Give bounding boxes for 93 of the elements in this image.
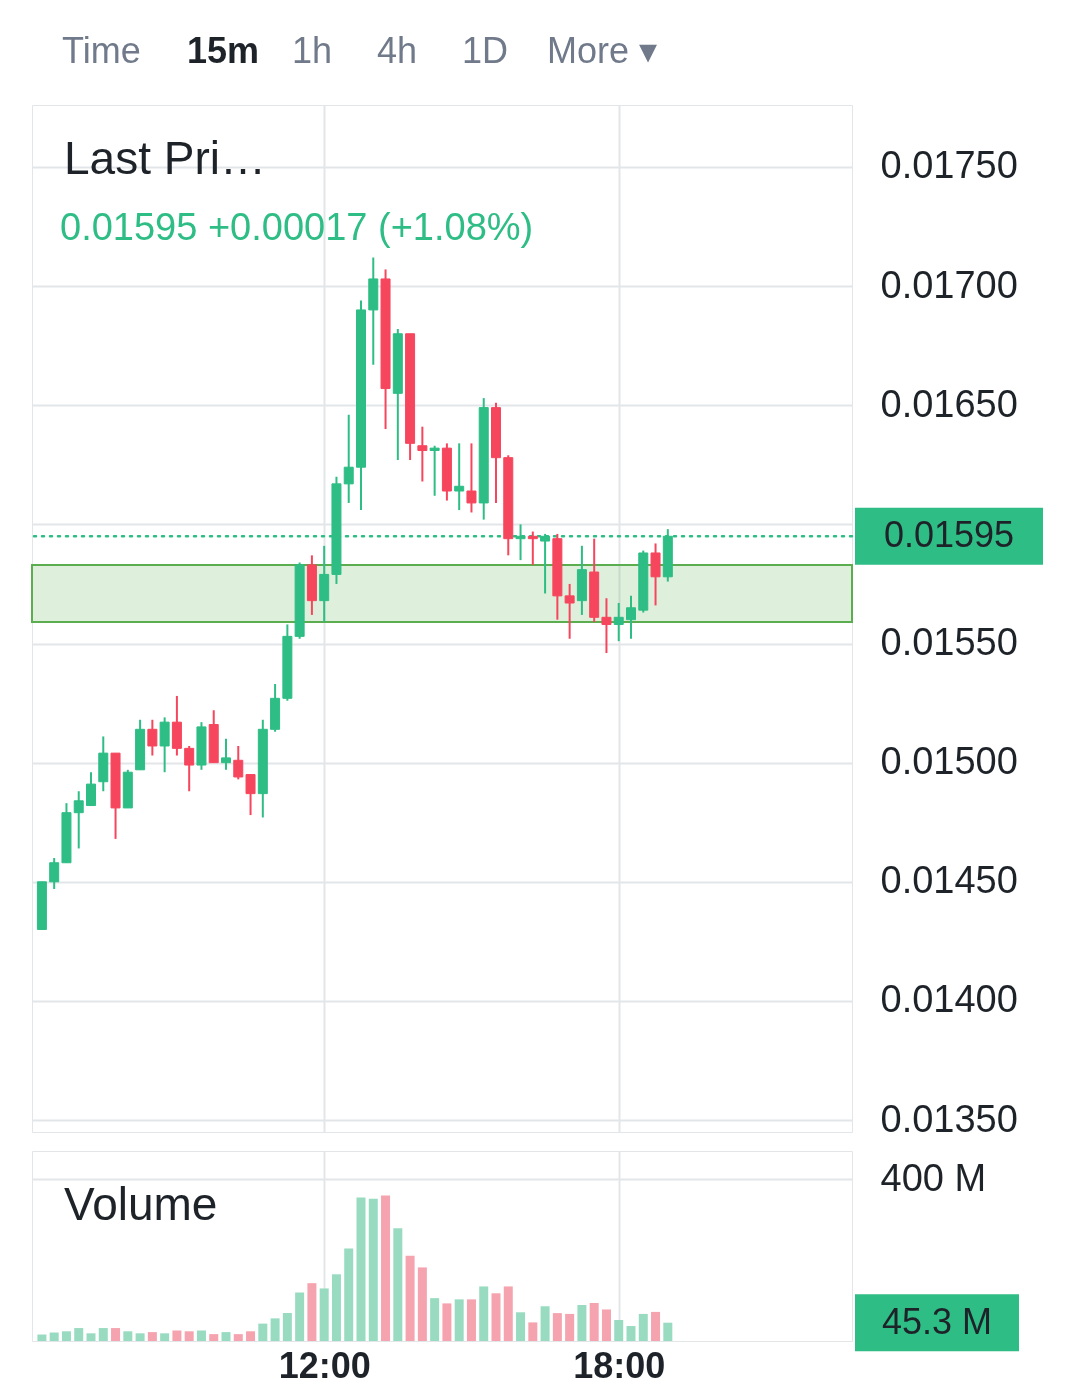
bar: [61, 1331, 71, 1341]
x-tick-label: 18:00: [573, 1344, 666, 1386]
bar: [417, 1267, 427, 1341]
bar: [344, 1248, 354, 1341]
text: More ▾: [547, 30, 658, 71]
bar: [368, 1198, 378, 1341]
bar: [589, 1303, 599, 1341]
y-tick-label: 0.01350: [880, 1097, 1018, 1140]
bar: [381, 1195, 391, 1341]
bar: [37, 1334, 47, 1341]
y-tick-label: 400 M: [880, 1156, 987, 1199]
candlestick: [147, 718, 158, 757]
bar: [491, 1293, 501, 1341]
bar: [160, 1333, 170, 1341]
bar: [86, 1333, 96, 1341]
bar: [466, 1299, 476, 1341]
bar: [258, 1323, 268, 1341]
bar: [111, 1328, 121, 1341]
bar: [503, 1286, 513, 1341]
text: 45.3 M: [881, 1300, 993, 1342]
bar: [516, 1312, 526, 1341]
bar: [540, 1306, 550, 1341]
bar: [172, 1330, 182, 1341]
bar: [49, 1332, 59, 1341]
bar: [246, 1331, 256, 1341]
bar: [528, 1322, 538, 1341]
candlestick: [343, 413, 354, 504]
bar: [442, 1303, 452, 1341]
candlestick: [601, 597, 612, 655]
candlestick: [650, 542, 661, 607]
bar: [319, 1288, 329, 1341]
candlestick: [454, 442, 465, 512]
bar: [565, 1313, 575, 1341]
text: 15m: [187, 30, 260, 71]
y-tick-label: 0.01450: [880, 859, 1018, 902]
text: 1h: [292, 30, 333, 71]
candlestick: [159, 716, 170, 774]
bar: [74, 1328, 84, 1341]
y-tick-label: 0.01650: [880, 382, 1018, 425]
bar: [356, 1197, 366, 1341]
candlestick: [429, 444, 440, 497]
text: Volume: [64, 1178, 218, 1230]
bar: [307, 1283, 317, 1341]
candlestick: [49, 856, 60, 890]
candlestick: [466, 442, 477, 514]
y-tick-label: 0.01500: [880, 740, 1018, 783]
x-tick-label: 12:00: [278, 1344, 371, 1386]
bar: [405, 1255, 415, 1341]
bar: [196, 1330, 206, 1341]
bar: [233, 1334, 243, 1341]
text: 1D: [462, 30, 509, 71]
bar: [601, 1309, 611, 1341]
text: 0.01595 +0.00017 (+1.08%): [60, 206, 534, 248]
ref-line-label: 0.01595: [883, 514, 1015, 556]
candlestick: [86, 771, 96, 807]
bar: [430, 1298, 440, 1341]
bar: [331, 1274, 341, 1341]
candlestick: [245, 773, 256, 817]
text: Time: [62, 30, 141, 71]
candlestick: [613, 602, 624, 643]
bar: [98, 1328, 108, 1341]
y-tick-label: 0.01750: [880, 144, 1018, 187]
bar: [626, 1326, 636, 1341]
bar: [577, 1305, 587, 1341]
candlestick: [184, 744, 195, 793]
candlestick: [527, 530, 538, 566]
y-tick-label: 0.01400: [880, 978, 1018, 1021]
candlestick: [626, 594, 636, 640]
candlestick: [73, 790, 84, 850]
bar: [552, 1313, 562, 1341]
bar: [282, 1313, 292, 1341]
candlestick: [221, 737, 231, 771]
bar: [454, 1299, 464, 1341]
bar: [221, 1332, 231, 1341]
text: 4h: [377, 30, 418, 71]
bar: [663, 1322, 673, 1341]
bar: [123, 1331, 133, 1341]
text: Last Pri…: [64, 132, 266, 184]
bar: [479, 1286, 489, 1341]
bar: [209, 1334, 219, 1341]
bar: [147, 1332, 157, 1341]
candlestick: [417, 425, 428, 483]
bar: [651, 1311, 661, 1341]
candlestick: [233, 744, 244, 781]
bar: [638, 1313, 648, 1341]
y-tick-label: 0.01550: [880, 621, 1018, 664]
bar: [393, 1228, 403, 1341]
bar: [614, 1319, 624, 1341]
bar: [184, 1331, 194, 1341]
bar: [270, 1318, 280, 1341]
bar: [295, 1292, 305, 1341]
bar: [135, 1333, 145, 1341]
y-tick-label: 0.01700: [880, 263, 1018, 306]
